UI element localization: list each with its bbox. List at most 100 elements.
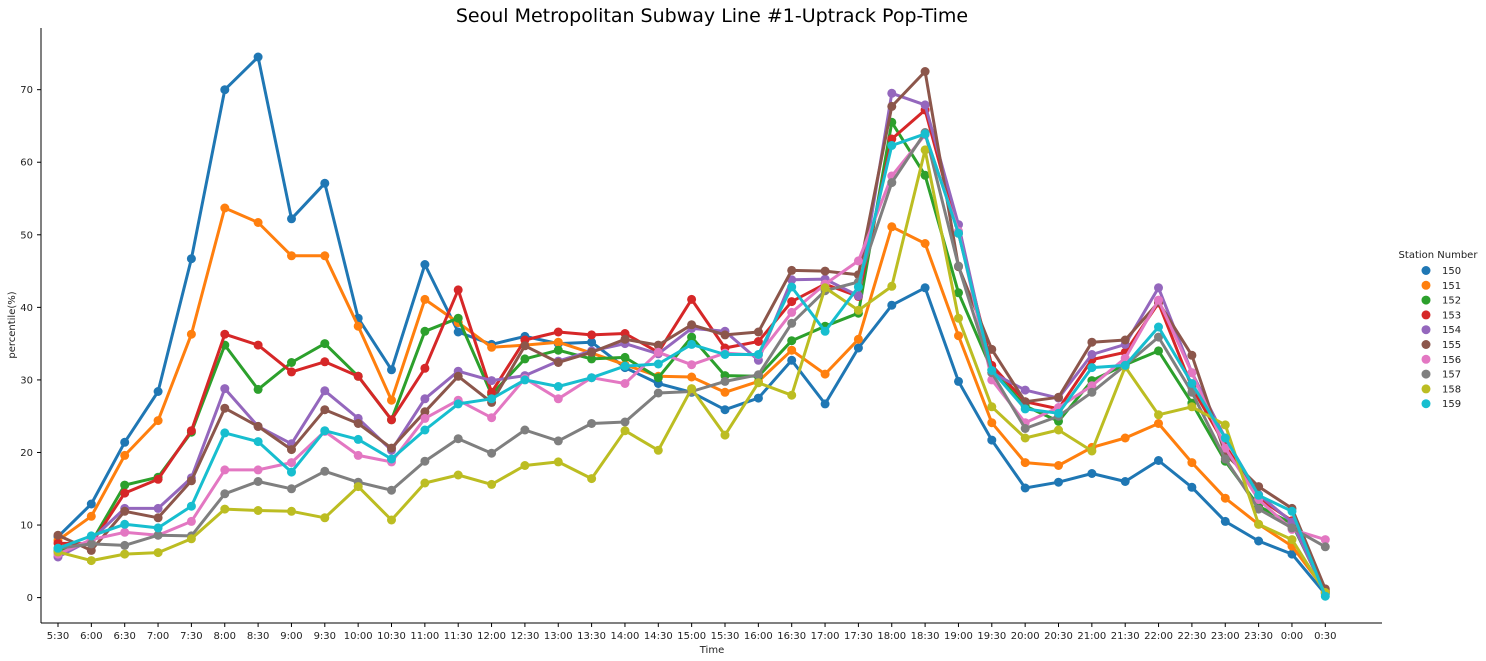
data-point: [320, 405, 330, 415]
data-point: [420, 425, 430, 435]
x-tick-label: 22:00: [1144, 631, 1173, 642]
data-point: [1120, 335, 1130, 345]
data-point: [920, 100, 930, 110]
x-tick-label: 6:30: [113, 631, 135, 642]
data-point: [120, 450, 130, 460]
data-point: [1054, 425, 1063, 435]
legend-label: 154: [1442, 325, 1461, 336]
x-tick-label: 16:30: [777, 631, 806, 642]
data-point: [1154, 410, 1163, 420]
data-point: [120, 527, 130, 537]
data-point: [1187, 350, 1197, 360]
data-point: [987, 344, 997, 354]
data-point: [787, 265, 797, 275]
data-point: [820, 283, 830, 293]
data-point: [220, 489, 230, 499]
x-tick-label: 18:30: [911, 631, 940, 642]
data-point: [653, 347, 663, 357]
data-point: [1220, 454, 1230, 464]
x-tick-label: 10:00: [344, 631, 373, 642]
data-point: [86, 539, 96, 549]
x-ticks: 5:30 6:00 6:30 7:00 7:30 8:00 8:30 9:00 9:30 10:0…: [47, 623, 1337, 642]
data-point: [320, 251, 330, 261]
data-point: [1154, 295, 1163, 305]
x-tick-label: 20:30: [1044, 631, 1073, 642]
legend-title: Station Number: [1399, 250, 1479, 261]
data-point: [1320, 591, 1330, 601]
data-point: [420, 394, 430, 404]
data-point: [1054, 408, 1063, 418]
data-point: [320, 339, 330, 349]
data-point: [1254, 536, 1264, 546]
y-tick-label: 70: [20, 85, 33, 96]
x-tick-label: 9:30: [314, 631, 336, 642]
data-point: [520, 375, 530, 385]
data-point: [220, 384, 230, 394]
data-point: [287, 458, 296, 468]
data-point: [753, 393, 763, 403]
legend-marker: [1421, 295, 1431, 305]
data-point: [1087, 350, 1097, 359]
data-point: [620, 379, 630, 388]
x-tick-label: 7:30: [180, 631, 202, 642]
legend-marker: [1421, 266, 1431, 275]
data-point: [1120, 353, 1130, 363]
data-point: [987, 366, 997, 375]
data-point: [1287, 549, 1297, 559]
data-point: [853, 256, 863, 266]
data-point: [653, 388, 663, 398]
data-point: [186, 534, 196, 544]
x-tick-label: 9:00: [280, 631, 302, 642]
x-tick-label: 12:30: [510, 631, 539, 642]
data-point: [53, 530, 63, 540]
data-point: [220, 85, 230, 95]
data-point: [1320, 535, 1330, 545]
y-tick-label: 10: [20, 521, 33, 532]
data-point: [186, 426, 196, 436]
legend-items: 150 151 152 153 154 155 156 157 158 159: [1421, 266, 1461, 410]
data-point: [487, 376, 497, 386]
x-tick-label: 14:30: [644, 631, 673, 642]
data-point: [487, 394, 497, 404]
data-point: [820, 399, 830, 409]
legend-item-150: 150: [1421, 266, 1461, 277]
data-point: [1020, 404, 1030, 414]
data-point: [353, 434, 363, 444]
data-point: [1087, 446, 1097, 456]
data-point: [954, 376, 963, 386]
data-point: [687, 372, 697, 382]
data-point: [1154, 456, 1163, 465]
data-point: [320, 178, 330, 188]
y-ticks: 0 10 20 30 40 50 60 70: [20, 85, 41, 604]
data-point: [120, 540, 130, 550]
data-point: [920, 129, 930, 139]
data-point: [553, 345, 563, 355]
data-point: [487, 387, 497, 397]
data-point: [954, 288, 963, 298]
data-point: [987, 402, 997, 412]
series-152: [53, 117, 1330, 597]
data-point: [920, 67, 930, 76]
data-point: [1254, 490, 1264, 500]
x-tick-label: 0:30: [1314, 631, 1336, 642]
data-point: [1254, 504, 1264, 514]
legend-item-158: 158: [1421, 384, 1461, 395]
data-point: [420, 456, 430, 466]
legend-label: 151: [1442, 281, 1461, 292]
x-tick-label: 13:30: [577, 631, 606, 642]
data-point: [987, 418, 997, 428]
data-point: [853, 334, 863, 344]
legend-label: 159: [1442, 399, 1461, 410]
legend-label: 157: [1442, 370, 1461, 381]
y-tick-label: 50: [20, 230, 33, 241]
data-point: [1154, 332, 1163, 342]
data-point: [853, 305, 863, 315]
data-point: [153, 387, 163, 396]
x-tick-label: 21:30: [1111, 631, 1140, 642]
data-point: [186, 476, 196, 486]
x-tick-label: 6:00: [80, 631, 102, 642]
y-tick-label: 60: [20, 158, 33, 169]
x-tick-label: 0:00: [1281, 631, 1303, 642]
data-point: [587, 373, 597, 383]
x-tick-label: 15:30: [711, 631, 740, 642]
